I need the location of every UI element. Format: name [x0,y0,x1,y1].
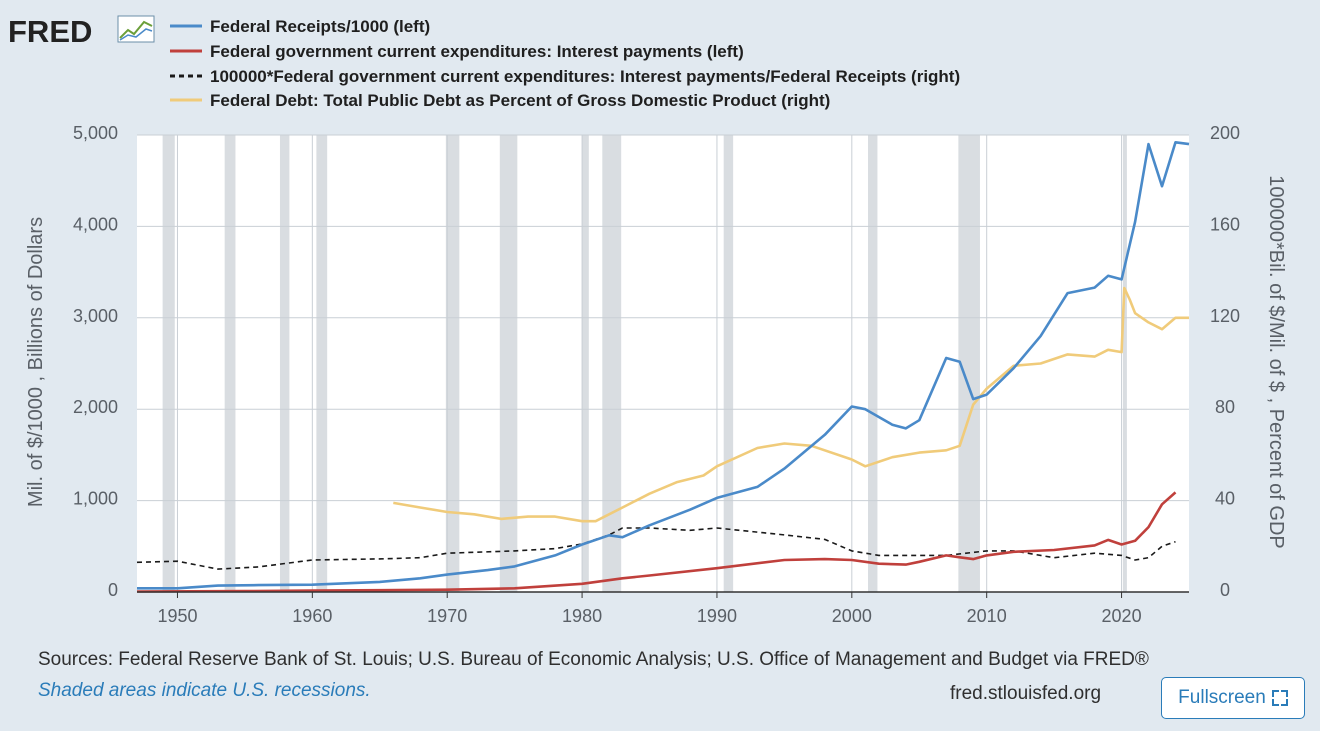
recession-band [582,135,589,592]
fred-graph-icon [117,15,155,43]
x-tick-label: 2010 [967,606,1007,626]
y-left-tick-label: 4,000 [73,214,118,234]
recession-band [445,135,460,592]
recession-band [499,135,518,592]
y-right-tick-label: 160 [1210,214,1240,234]
y-left-tick-label: 0 [108,580,118,600]
recession-band [279,135,290,592]
legend-item-receipts: Federal Receipts/1000 (left) [170,17,430,36]
recession-band [868,135,878,592]
series-lines [136,141,1190,593]
y-right-tick-label: 40 [1215,489,1235,509]
recession-band [1122,135,1127,592]
x-tick-label: 1950 [157,606,197,626]
y-right-tick-label: 80 [1215,397,1235,417]
legend-item-interest-ratio: 100000*Federal government current expend… [170,67,960,86]
y-left-axis-ticks: 0 1,000 2,000 3,000 4,000 5,000 [73,123,118,600]
fred-logo: FRED [8,14,92,49]
x-tick-label: 1980 [562,606,602,626]
series-line-interest-ratio [136,527,1176,570]
recession-note[interactable]: Shaded areas indicate U.S. recessions. [38,680,371,701]
y-left-tick-label: 1,000 [73,489,118,509]
recession-band [723,135,734,592]
x-tick-label: 2020 [1102,606,1142,626]
y-right-tick-label: 200 [1210,123,1240,143]
recession-band [602,135,622,592]
recession-band [316,135,328,592]
x-tick-label: 1970 [427,606,467,626]
y-right-tick-label: 120 [1210,306,1240,326]
x-tick-label: 1990 [697,606,737,626]
y-left-tick-label: 3,000 [73,306,118,326]
x-tick-label: 1960 [292,606,332,626]
x-tick-label: 2000 [832,606,872,626]
y-right-axis-ticks: 0 40 80 120 160 200 [1210,123,1240,600]
y-left-axis-title: Mil. of $/1000 , Billions of Dollars [25,217,47,507]
series-line-debt [393,286,1189,523]
recession-shading [162,135,1127,592]
sources-text: Sources: Federal Reserve Bank of St. Lou… [38,649,1149,670]
recession-band [958,135,980,592]
y-left-tick-label: 2,000 [73,397,118,417]
fullscreen-label: Fullscreen [1178,687,1266,708]
x-axis-ticks: 1950 1960 1970 1980 1990 2000 2010 2020 [157,592,1142,626]
legend-label-debt: Federal Debt: Total Public Debt as Perce… [210,91,830,110]
legend-label-interest: Federal government current expenditures:… [210,42,744,61]
legend-item-interest: Federal government current expenditures:… [170,42,744,61]
recession-band [162,135,175,592]
y-right-tick-label: 0 [1220,580,1230,600]
site-link[interactable]: fred.stlouisfed.org [950,683,1102,704]
expand-icon [1271,690,1288,706]
recession-band [224,135,236,592]
legend-label-interest-ratio: 100000*Federal government current expend… [210,67,960,86]
legend: Federal Receipts/1000 (left) Federal gov… [170,17,960,110]
fullscreen-button[interactable]: Fullscreen [1161,677,1305,719]
y-right-axis-title: 100000*Bil. of $/Mil. of $ , Percent of … [1265,175,1287,549]
series-line-interest [136,491,1177,593]
legend-label-receipts: Federal Receipts/1000 (left) [210,17,430,36]
series-line-receipts [137,141,1190,590]
y-left-tick-label: 5,000 [73,123,118,143]
legend-item-debt: Federal Debt: Total Public Debt as Perce… [170,91,830,110]
